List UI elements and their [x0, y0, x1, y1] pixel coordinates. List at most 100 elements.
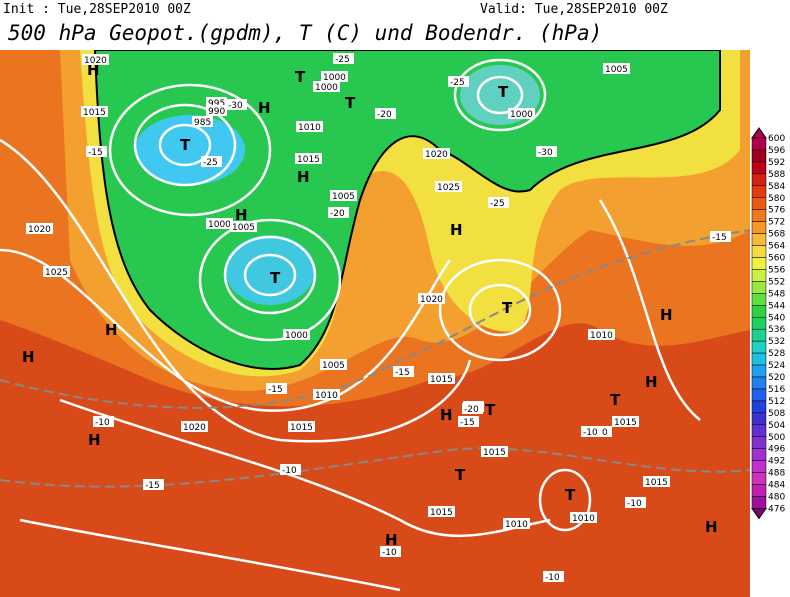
- contour-label: 1020: [420, 295, 443, 305]
- label-box: [280, 464, 301, 475]
- colorbar-label: 524: [768, 361, 785, 371]
- colorbar-swatch: [751, 388, 767, 402]
- colorbar-label: 544: [768, 301, 785, 311]
- contour-label: 1015: [645, 478, 668, 488]
- colorbar-label: 536: [768, 325, 785, 335]
- label-box: [643, 476, 670, 487]
- label-box: [462, 403, 483, 414]
- label-box: [143, 479, 164, 490]
- colorbar-label: 500: [768, 433, 785, 443]
- colorbar-swatch: [751, 209, 767, 222]
- colorbar-cap: [751, 127, 767, 139]
- contour-label: -25: [450, 78, 465, 88]
- colorbar-label: 584: [768, 182, 785, 192]
- label-box: [603, 63, 630, 74]
- contour-label: 1025: [437, 183, 460, 193]
- label-box: [43, 266, 70, 277]
- pressure-center: H: [235, 206, 248, 224]
- contour-label: 1010: [298, 123, 321, 133]
- colorbar-swatch: [751, 281, 767, 294]
- colorbar-swatch: [751, 173, 767, 187]
- colorbar-label: 572: [768, 218, 785, 228]
- colorbar-label: 484: [768, 481, 785, 491]
- colorbar-swatch: [751, 328, 767, 342]
- contour-label: 985: [194, 118, 211, 128]
- contour-label: 1015: [483, 448, 506, 458]
- label-box: [418, 293, 445, 304]
- label-box: [428, 506, 455, 517]
- map-title: 500 hPa Geopot.(gpdm), T (C) und Bodendr…: [8, 21, 602, 45]
- pressure-center: T: [455, 466, 466, 484]
- label-box: [0, 0, 19, 2]
- colorbar-swatch: [751, 412, 767, 426]
- colorbar-swatch: [751, 340, 767, 354]
- colorbar-swatch: [751, 257, 767, 270]
- label-box: [266, 383, 287, 394]
- label-box: [201, 156, 222, 167]
- colorbar-swatch: [751, 400, 767, 414]
- pressure-center: H: [88, 431, 101, 449]
- contour-label: 1015: [290, 423, 313, 433]
- colorbar-swatch: [751, 460, 767, 473]
- colorbar-swatch: [751, 364, 767, 378]
- label-box: [543, 571, 564, 582]
- label-box: [283, 329, 310, 340]
- colorbar-label: 520: [768, 373, 785, 383]
- colorbar-label: 600: [768, 134, 785, 144]
- contour-label: 1000: [323, 73, 346, 83]
- pressure-center: H: [385, 531, 398, 549]
- cold-core: [135, 115, 245, 185]
- label-box: [206, 105, 227, 116]
- colorbar-label: 548: [768, 289, 785, 299]
- colorbar-label: 516: [768, 385, 785, 395]
- label-box: [192, 116, 213, 127]
- label-box: [296, 121, 323, 132]
- label-box: [206, 218, 233, 229]
- contour-label: 1015: [614, 418, 637, 428]
- contour-label: 1015: [430, 508, 453, 518]
- label-box: [375, 108, 396, 119]
- map-field: [0, 50, 750, 597]
- colorbar-label: 552: [768, 277, 785, 287]
- label-box: [393, 366, 414, 377]
- pressure-center: T: [565, 486, 576, 504]
- contour-label: 1005: [605, 65, 628, 75]
- colorbar-label: 504: [768, 421, 785, 431]
- colorbar-swatch: [751, 317, 767, 330]
- contour-label: 1020: [84, 56, 107, 66]
- label-box: [581, 426, 602, 437]
- colorbar-label: 532: [768, 337, 785, 347]
- colorbar-label: 528: [768, 349, 785, 359]
- label-box: [181, 421, 208, 432]
- contour-label: -15: [395, 368, 410, 378]
- contour-label: -15: [145, 481, 160, 491]
- label-box: [226, 99, 247, 110]
- colorbar-swatch: [751, 161, 767, 175]
- colorbar-swatch: [751, 305, 767, 318]
- contour-label: 1000: [208, 220, 231, 230]
- label-box: [330, 190, 357, 201]
- pressure-center: T: [485, 401, 496, 419]
- pressure-center: T: [502, 299, 513, 317]
- label-box: [93, 416, 114, 427]
- colorbar-swatch: [751, 245, 767, 258]
- contour-label: -30: [538, 148, 553, 158]
- label-box: [230, 221, 257, 232]
- contour-label: -15: [712, 233, 727, 243]
- contour-label: -15: [88, 148, 103, 158]
- contour-label: -15: [460, 418, 475, 428]
- pressure-center: T: [295, 68, 306, 86]
- label-box: [313, 389, 340, 400]
- contour-label: -30: [228, 101, 243, 111]
- contour-label: 1005: [332, 192, 355, 202]
- colorbar-label: 596: [768, 146, 785, 156]
- contour-label: 1000: [510, 110, 533, 120]
- contour-label: -10: [95, 418, 110, 428]
- colorbar-label: 540: [768, 313, 785, 323]
- colorbar-swatch: [751, 376, 767, 390]
- colorbar-swatch: [751, 221, 767, 234]
- contour-label: 1015: [297, 155, 320, 165]
- label-box: [710, 231, 731, 242]
